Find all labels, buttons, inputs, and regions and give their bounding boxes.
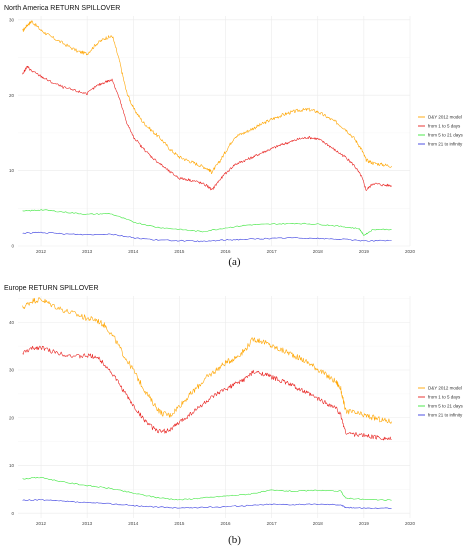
x-tick-label: 2015 [174, 249, 185, 254]
y-tick-label: 10 [9, 168, 15, 173]
grid [18, 16, 411, 247]
legend-label: from 1 to 5 days [428, 395, 461, 400]
y-tick-label: 40 [9, 320, 15, 325]
legend-label: D&Y 2012 model [428, 115, 462, 120]
x-tick-label: 2016 [221, 249, 232, 254]
x-tick-label: 2020 [405, 249, 416, 254]
x-tick-label: 2014 [128, 521, 139, 526]
x-tick-label: 2019 [359, 249, 370, 254]
chart-title: Europe RETURN SPILLOVER [4, 285, 99, 292]
x-tick-label: 2017 [267, 249, 278, 254]
chart-north-america: 0 10 20 30 2012 2013 2014 2015 2016 2017 2018 2019 2… [9, 16, 464, 254]
grid [18, 296, 411, 518]
series-line-from-1-to-5-days [22, 65, 392, 191]
series-line-from-21-to-infinity [22, 499, 392, 509]
legend-label: D&Y 2012 model [428, 386, 462, 391]
x-tick-label: 2017 [267, 521, 278, 526]
legend-label: from 21 to infinity [428, 142, 463, 147]
figure-caption-a: (a) [228, 256, 241, 268]
y-tick-label: 30 [9, 368, 15, 373]
y-tick-label: 20 [9, 415, 15, 420]
series-line-d-y-2012-model [22, 297, 392, 424]
y-tick-label: 0 [11, 511, 14, 516]
legend-label: from 5 to 21 days [428, 133, 464, 138]
x-tick-label: 2013 [82, 249, 93, 254]
series-line-d-y-2012-model [22, 20, 392, 174]
x-tick-label: 2018 [313, 521, 324, 526]
series-line-from-5-to-21-days [22, 476, 392, 501]
x-tick-label: 2018 [313, 249, 324, 254]
legend-label: from 1 to 5 days [428, 124, 461, 129]
chart-title: North America RETURN SPILLOVER [4, 5, 121, 12]
series-line-from-21-to-infinity [22, 231, 392, 243]
legend-label: from 5 to 21 days [428, 404, 464, 409]
x-tick-label: 2013 [82, 521, 93, 526]
y-tick-label: 0 [11, 244, 14, 249]
x-tick-label: 2020 [405, 521, 416, 526]
x-tick-label: 2012 [36, 249, 47, 254]
figure-caption-b: (b) [228, 534, 241, 546]
chart-europe: 0 10 20 30 40 2012 2013 2014 2015 2016 2017 2018 201… [9, 296, 464, 526]
legend: D&Y 2012 model from 1 to 5 days from 5 to … [418, 386, 464, 418]
chart-panel-europe: Europe RETURN SPILLOVER 0 10 20 30 40 2012 201… [0, 280, 469, 550]
y-tick-label: 10 [9, 463, 15, 468]
x-tick-label: 2012 [36, 521, 47, 526]
legend: D&Y 2012 model from 1 to 5 days from 5 to … [418, 115, 464, 147]
chart-panel-north-america: North America RETURN SPILLOVER 0 10 20 30 20… [0, 0, 469, 270]
series-line-from-1-to-5-days [22, 345, 392, 441]
y-tick-label: 20 [9, 93, 15, 98]
x-tick-label: 2019 [359, 521, 370, 526]
x-tick-label: 2014 [128, 249, 139, 254]
legend-label: from 21 to infinity [428, 413, 463, 418]
x-tick-label: 2015 [174, 521, 185, 526]
series-line-from-5-to-21-days [22, 209, 392, 236]
x-tick-label: 2016 [221, 521, 232, 526]
y-tick-label: 30 [9, 17, 15, 22]
